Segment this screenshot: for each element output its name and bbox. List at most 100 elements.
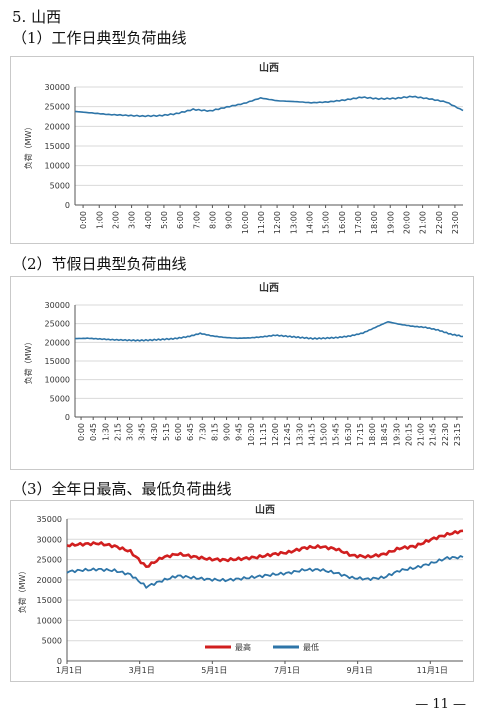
series-line-load [74, 95, 464, 118]
x-tick-label: 4:00 [144, 211, 153, 229]
heading-annual-curve: （3）全年日最高、最低负荷曲线 [12, 480, 232, 498]
x-tick-label: 20:15 [404, 423, 413, 446]
page-number: — 11 — [415, 697, 466, 712]
x-tick-label: 13:00 [289, 211, 298, 234]
y-tick-label: 15000 [45, 357, 70, 366]
y-tick-label: 10000 [45, 162, 70, 171]
x-tick-label: 11:15 [259, 423, 268, 446]
heading-holiday-curve: （2）节假日典型负荷曲线 [12, 255, 187, 273]
x-tick-label: 21:00 [419, 211, 428, 234]
y-axis-label: 负荷（MW） [17, 567, 27, 614]
x-tick-label: 3:00 [126, 423, 135, 441]
x-tick-label: 0:00 [77, 423, 86, 441]
annual-max-min-chart: 山西 0 5000 10000 15000 20000 25000 30000 35000 负荷（… [17, 503, 464, 675]
x-tick-label: 16:00 [338, 211, 347, 234]
y-tick-label: 35000 [37, 515, 62, 524]
x-tick-label: 11:00 [257, 211, 266, 234]
x-tick-label: 7:00 [192, 211, 201, 229]
x-tick-label: 5月1日 [201, 666, 227, 675]
y-tick-label: 20000 [45, 338, 70, 347]
x-tick-label: 2:00 [111, 211, 120, 229]
heading-workday-curve: （1）工作日典型负荷曲线 [12, 29, 187, 47]
y-tick-label: 10000 [37, 616, 62, 625]
y-tick-label: 0 [65, 201, 70, 210]
x-tick-label: 15:00 [320, 423, 329, 446]
x-tick-label: 9月1日 [347, 666, 373, 675]
y-tick-label: 20000 [37, 576, 62, 585]
x-tick-label: 18:45 [380, 423, 389, 446]
y-axis-label: 负荷（MW） [23, 338, 33, 385]
x-tick-label: 17:15 [356, 423, 365, 446]
legend-label: 最低 [303, 642, 319, 652]
x-tick-label: 1:30 [101, 423, 110, 441]
x-tick-label: 12:00 [271, 423, 280, 446]
y-tick-label: 0 [57, 657, 62, 666]
y-tick-label: 15000 [45, 142, 70, 151]
workday-load-chart: 山西 0 5000 10000 15000 20000 25000 30000 负荷（MW） 0:… [23, 61, 464, 234]
x-tick-label: 7月1日 [274, 666, 300, 675]
x-tick-label: 16:30 [344, 423, 353, 446]
x-tick-label: 3:00 [128, 211, 137, 229]
x-tick-label: 2:15 [113, 423, 122, 441]
chart-panel-workday: 山西 0 5000 10000 15000 20000 25000 30000 负荷（MW） 0:… [10, 56, 474, 244]
x-tick-label: 1月1日 [56, 666, 82, 675]
section-title: 5. 山西 [12, 8, 62, 26]
x-tick-label: 15:45 [332, 423, 341, 446]
y-tick-label: 5000 [50, 181, 70, 190]
y-tick-label: 20000 [45, 122, 70, 131]
x-tick-label: 1:00 [95, 211, 104, 229]
x-tick-label: 9:45 [235, 423, 244, 441]
x-tick-label: 7:30 [198, 423, 207, 441]
x-tick-label: 3:45 [138, 423, 147, 441]
x-tick-label: 14:00 [305, 211, 314, 234]
chart-title: 山西 [259, 61, 279, 74]
y-tick-label: 5000 [50, 394, 70, 403]
x-tick-label: 21:00 [417, 423, 426, 446]
y-axis-label: 负荷（MW） [23, 123, 33, 170]
series-line-最低 [66, 555, 464, 589]
x-tick-label: 10:30 [247, 423, 256, 446]
chart-panel-holiday: 山西 0 5000 10000 15000 20000 25000 30000 负荷（MW） 0:… [10, 276, 474, 470]
x-tick-label: 6:45 [186, 423, 195, 441]
y-tick-label: 30000 [45, 301, 70, 310]
x-tick-label: 19:00 [386, 211, 395, 234]
legend-label: 最高 [235, 642, 251, 652]
chart-title: 山西 [259, 281, 279, 294]
y-tick-label: 0 [65, 413, 70, 422]
x-tick-label: 9:00 [223, 423, 232, 441]
x-tick-label: 17:00 [354, 211, 363, 234]
x-tick-label: 4:30 [150, 423, 159, 441]
x-tick-label: 0:00 [79, 211, 88, 229]
chart-panel-annual: 山西 0 5000 10000 15000 20000 25000 30000 35000 负荷（… [10, 500, 474, 682]
y-tick-label: 25000 [45, 103, 70, 112]
x-tick-label: 6:00 [174, 423, 183, 441]
x-tick-label: 14:15 [307, 423, 316, 446]
y-tick-label: 15000 [37, 596, 62, 605]
holiday-load-chart: 山西 0 5000 10000 15000 20000 25000 30000 负荷（MW） 0:… [23, 281, 464, 446]
x-tick-label: 11月1日 [417, 666, 448, 675]
x-tick-label: 12:00 [273, 211, 282, 234]
x-tick-label: 15:00 [322, 211, 331, 234]
x-tick-label: 10:00 [241, 211, 250, 234]
y-tick-label: 25000 [45, 320, 70, 329]
x-tick-label: 18:00 [370, 211, 379, 234]
x-tick-label: 21:45 [429, 423, 438, 446]
x-tick-label: 22:00 [435, 211, 444, 234]
y-tick-label: 25000 [37, 556, 62, 565]
x-tick-label: 23:15 [453, 423, 462, 446]
y-tick-label: 10000 [45, 376, 70, 385]
x-tick-label: 3月1日 [129, 666, 155, 675]
x-tick-label: 13:30 [295, 423, 304, 446]
x-tick-label: 23:00 [451, 211, 460, 234]
series-line-load [75, 321, 464, 342]
x-tick-label: 5:00 [160, 211, 169, 229]
x-tick-label: 19:30 [392, 423, 401, 446]
series-line-最高 [66, 529, 464, 568]
x-tick-label: 12:45 [283, 423, 292, 446]
x-tick-label: 6:00 [176, 211, 185, 229]
y-tick-label: 5000 [42, 637, 62, 646]
x-tick-label: 8:00 [208, 211, 217, 229]
x-tick-label: 20:00 [402, 211, 411, 234]
x-tick-label: 22:30 [441, 423, 450, 446]
y-tick-label: 30000 [37, 535, 62, 544]
